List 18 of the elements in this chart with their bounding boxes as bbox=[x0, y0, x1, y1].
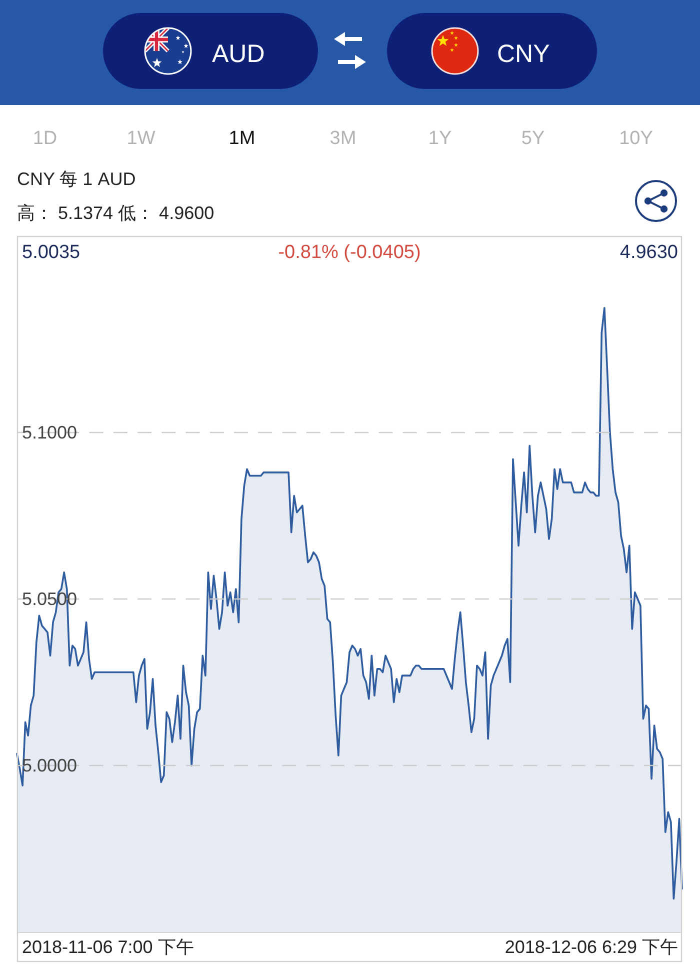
y-tick-label: 5.0000 bbox=[22, 756, 78, 776]
title: CNY 每 1 AUD bbox=[17, 169, 136, 189]
tab-label-selected: 1M bbox=[228, 128, 256, 149]
annotation: 5.0035 bbox=[22, 242, 80, 263]
button-label: AUD bbox=[212, 40, 265, 68]
annotation: 2018-12-06 6:29 下午 bbox=[504, 937, 678, 957]
tab-label: 1Y bbox=[428, 128, 452, 149]
tab-label: 1D bbox=[32, 128, 58, 149]
subtitle: 高： 5.1374 低： 4.9600 bbox=[17, 203, 214, 223]
tab-label: 1W bbox=[126, 128, 156, 149]
annotation: 2018-11-06 7:00 下午 bbox=[22, 937, 194, 957]
button-label: CNY bbox=[497, 40, 550, 68]
tab-label: 5Y bbox=[521, 128, 545, 149]
tab-label: 10Y bbox=[619, 128, 653, 149]
tab-label: 3M bbox=[330, 128, 356, 149]
y-tick-label: 5.1000 bbox=[22, 422, 78, 442]
annotation: 4.9630 bbox=[620, 242, 678, 263]
annotation: -0.81% (-0.0405) bbox=[278, 242, 421, 263]
